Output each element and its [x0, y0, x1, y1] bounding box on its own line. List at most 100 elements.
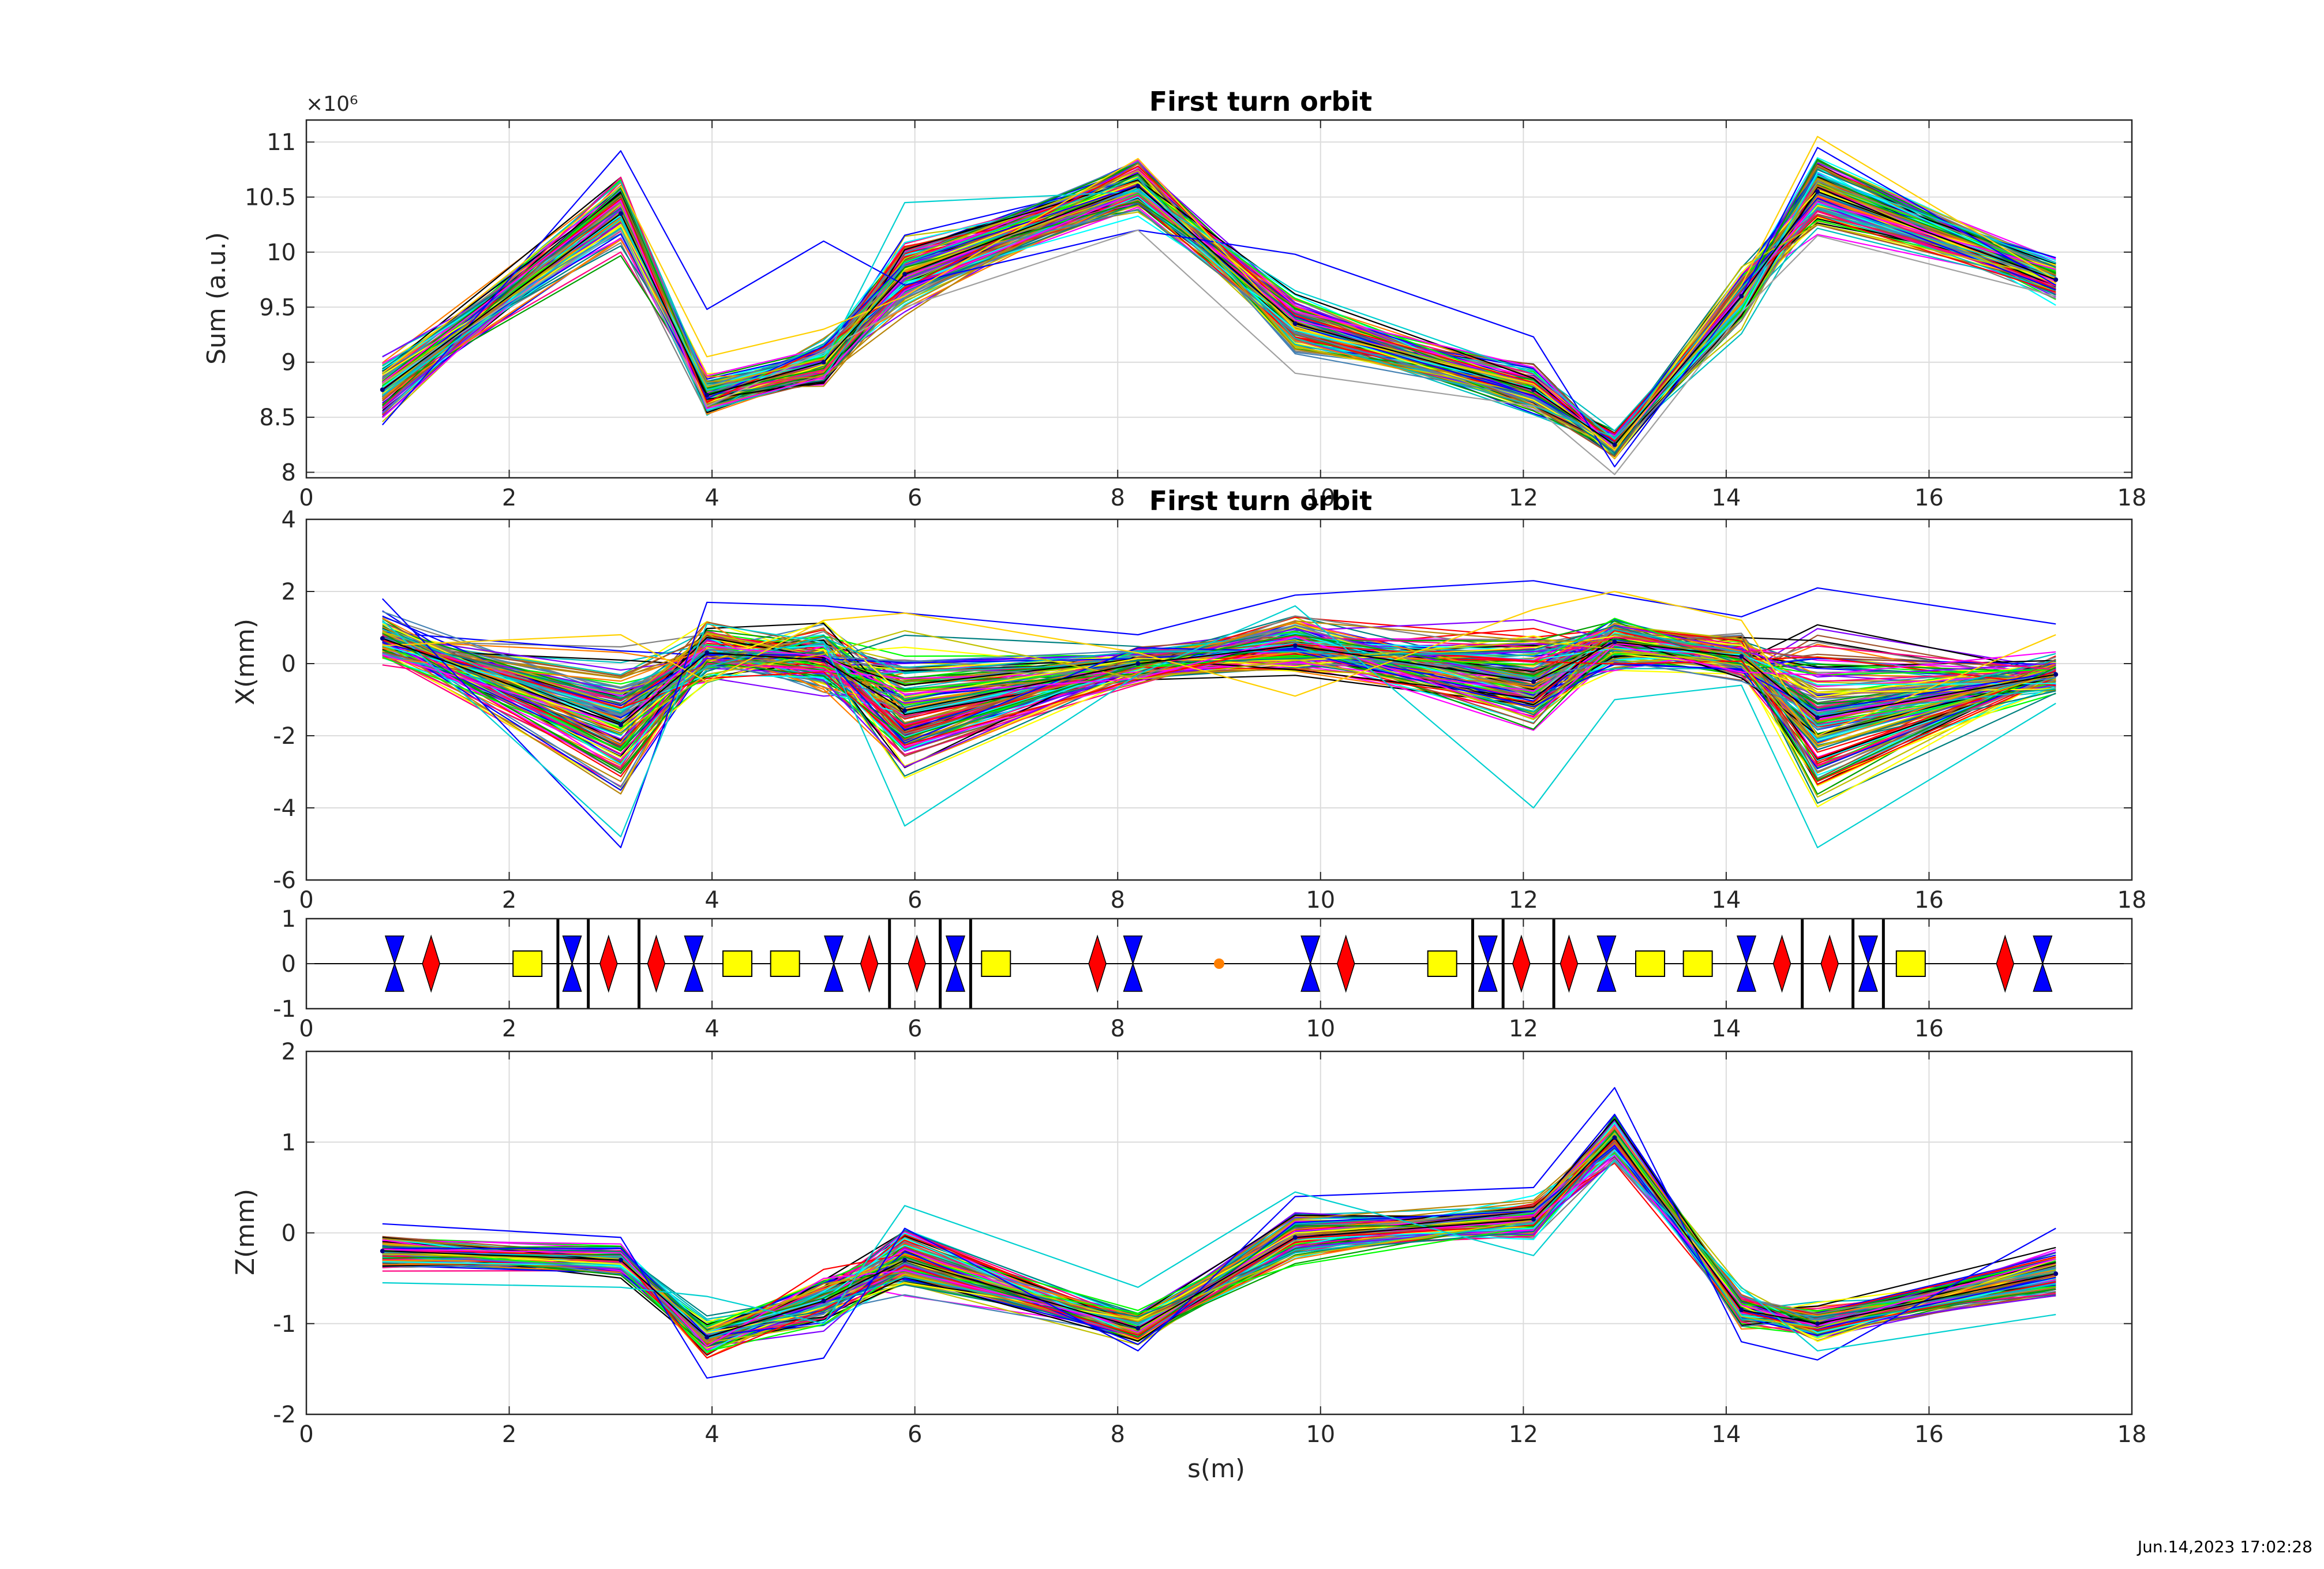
defocusing-quadrupole-icon: [1772, 934, 1791, 993]
x-tick-label: 16: [1914, 887, 1944, 913]
z-y-axis-title: Z(mm): [231, 1189, 260, 1275]
x-tick-label: 4: [704, 485, 719, 511]
defocusing-quadrupole-icon: [647, 934, 666, 993]
bpm-data-point: [1815, 1321, 1820, 1326]
x-tick-label: 10: [1306, 1421, 1335, 1448]
focusing-quadrupole-icon: [1858, 935, 1879, 992]
bpm-data-point: [1292, 643, 1298, 648]
bpm-data-point: [618, 1257, 623, 1263]
bpm-data-point: [821, 360, 826, 365]
bpm-data-point: [902, 708, 908, 713]
y-tick-label: 8.5: [259, 405, 296, 431]
dipole-magnet-icon: [1427, 950, 1457, 977]
focusing-quadrupole-icon: [1123, 935, 1143, 992]
x-tick-label: 16: [1914, 1421, 1944, 1448]
y-tick-label: 8: [282, 459, 296, 486]
focusing-quadrupole-icon: [384, 935, 404, 992]
orbit-trace-mean: [382, 638, 2056, 726]
x-tick-label: 12: [1509, 887, 1538, 913]
orbit-trace-outlier-1: [382, 580, 2056, 848]
orbit-trace: [382, 628, 2056, 722]
defocusing-quadrupole-icon: [422, 934, 440, 993]
x-tick-label: 14: [1711, 887, 1741, 913]
y-tick-label: 10.5: [245, 185, 296, 211]
focusing-quadrupole-icon: [1737, 935, 1757, 992]
bpm-data-point: [1531, 1216, 1536, 1222]
orbit-trace: [382, 189, 2056, 447]
x-tick-label: 6: [908, 887, 922, 913]
axes-frame: [305, 518, 2133, 881]
x-tick-label: 18: [2117, 485, 2147, 511]
bpm-data-point: [902, 1257, 908, 1263]
x-tick-label: 4: [704, 1016, 719, 1042]
x-tick-label: 16: [1914, 1016, 1944, 1042]
x-tick-label: 18: [2117, 887, 2147, 913]
bpm-data-point: [618, 211, 623, 216]
dipole-magnet-icon: [981, 950, 1011, 977]
x-tick-label: 0: [299, 887, 313, 913]
orbit-trace: [382, 630, 2056, 748]
bpm-data-point: [2053, 672, 2059, 677]
y-tick-label: 1: [282, 1129, 296, 1156]
orbit-trace-outlier-1: [382, 1087, 2056, 1379]
orbit-trace: [382, 171, 2056, 445]
orbit-trace: [382, 1138, 2056, 1359]
y-tick-label: 2: [282, 579, 296, 605]
defocusing-quadrupole-icon: [1512, 934, 1531, 993]
y-tick-label: 11: [267, 129, 296, 156]
x-tick-label: 8: [1110, 1016, 1124, 1042]
defocusing-quadrupole-icon: [599, 934, 618, 993]
bpm-data-point: [1739, 1308, 1744, 1313]
focusing-quadrupole-icon: [1300, 935, 1321, 992]
defocusing-quadrupole-icon: [1336, 934, 1355, 993]
bpm-data-point: [1815, 189, 1820, 194]
orbit-trace: [382, 1129, 2056, 1338]
y-tick-label: 9: [282, 350, 296, 376]
x-tick-label: 14: [1711, 1421, 1741, 1448]
x-tick-label: 8: [1110, 485, 1124, 511]
x-y-axis-title: X(mm): [231, 619, 260, 705]
lattice-panel: 0 2 4 6 8 10 12 14 16-101: [273, 906, 2133, 1042]
x-tick-label: 2: [502, 1016, 516, 1042]
bpm-data-point: [1612, 1135, 1617, 1140]
focusing-quadrupole-icon: [1596, 935, 1617, 992]
x-tick-label: 0: [299, 1016, 313, 1042]
axes-frame: [305, 119, 2133, 479]
x-tick-label: 8: [1110, 887, 1124, 913]
marker-dot-icon: [1214, 958, 1224, 969]
dipole-magnet-icon: [770, 950, 800, 977]
dipole-magnet-icon: [1682, 950, 1713, 977]
y-tick-label: 4: [282, 507, 296, 533]
focusing-quadrupole-icon: [684, 935, 704, 992]
focusing-quadrupole-icon: [945, 935, 966, 992]
defocusing-quadrupole-icon: [1996, 934, 2015, 993]
bpm-data-point: [1739, 654, 1744, 659]
dipole-magnet-icon: [1895, 950, 1926, 977]
y-tick-label: -2: [273, 1402, 296, 1428]
bpm-data-point: [2053, 1271, 2059, 1276]
sum-y-axis-title: Sum (a.u.): [202, 232, 231, 365]
x-tick-label: 14: [1711, 1016, 1741, 1042]
bpm-data-point: [1612, 442, 1617, 447]
y-tick-label: 0: [282, 951, 296, 978]
orbit-trace: [382, 624, 2056, 768]
bpm-data-point: [704, 392, 710, 398]
orbit-trace: [382, 639, 2056, 759]
focusing-quadrupole-icon: [562, 935, 582, 992]
orbit-trace: [382, 1132, 2056, 1332]
orbit-trace-outlier-4: [382, 229, 2056, 475]
bpm-data-point: [2053, 277, 2059, 282]
bpm-data-point: [380, 636, 385, 641]
timestamp-label: Jun.14,2023 17:02:28: [2137, 1537, 2312, 1556]
bpm-data-point: [1531, 387, 1536, 392]
y-tick-label: -2: [273, 723, 296, 750]
bpm-data-point: [1292, 321, 1298, 326]
defocusing-quadrupole-icon: [908, 934, 926, 993]
y-tick-label: 0: [282, 1220, 296, 1247]
bpm-data-point: [1815, 715, 1820, 720]
dipole-magnet-icon: [722, 950, 753, 977]
orbit-trace-outlier-3: [382, 136, 2056, 451]
defocusing-quadrupole-icon: [1088, 934, 1107, 993]
dipole-magnet-icon: [1635, 950, 1666, 977]
